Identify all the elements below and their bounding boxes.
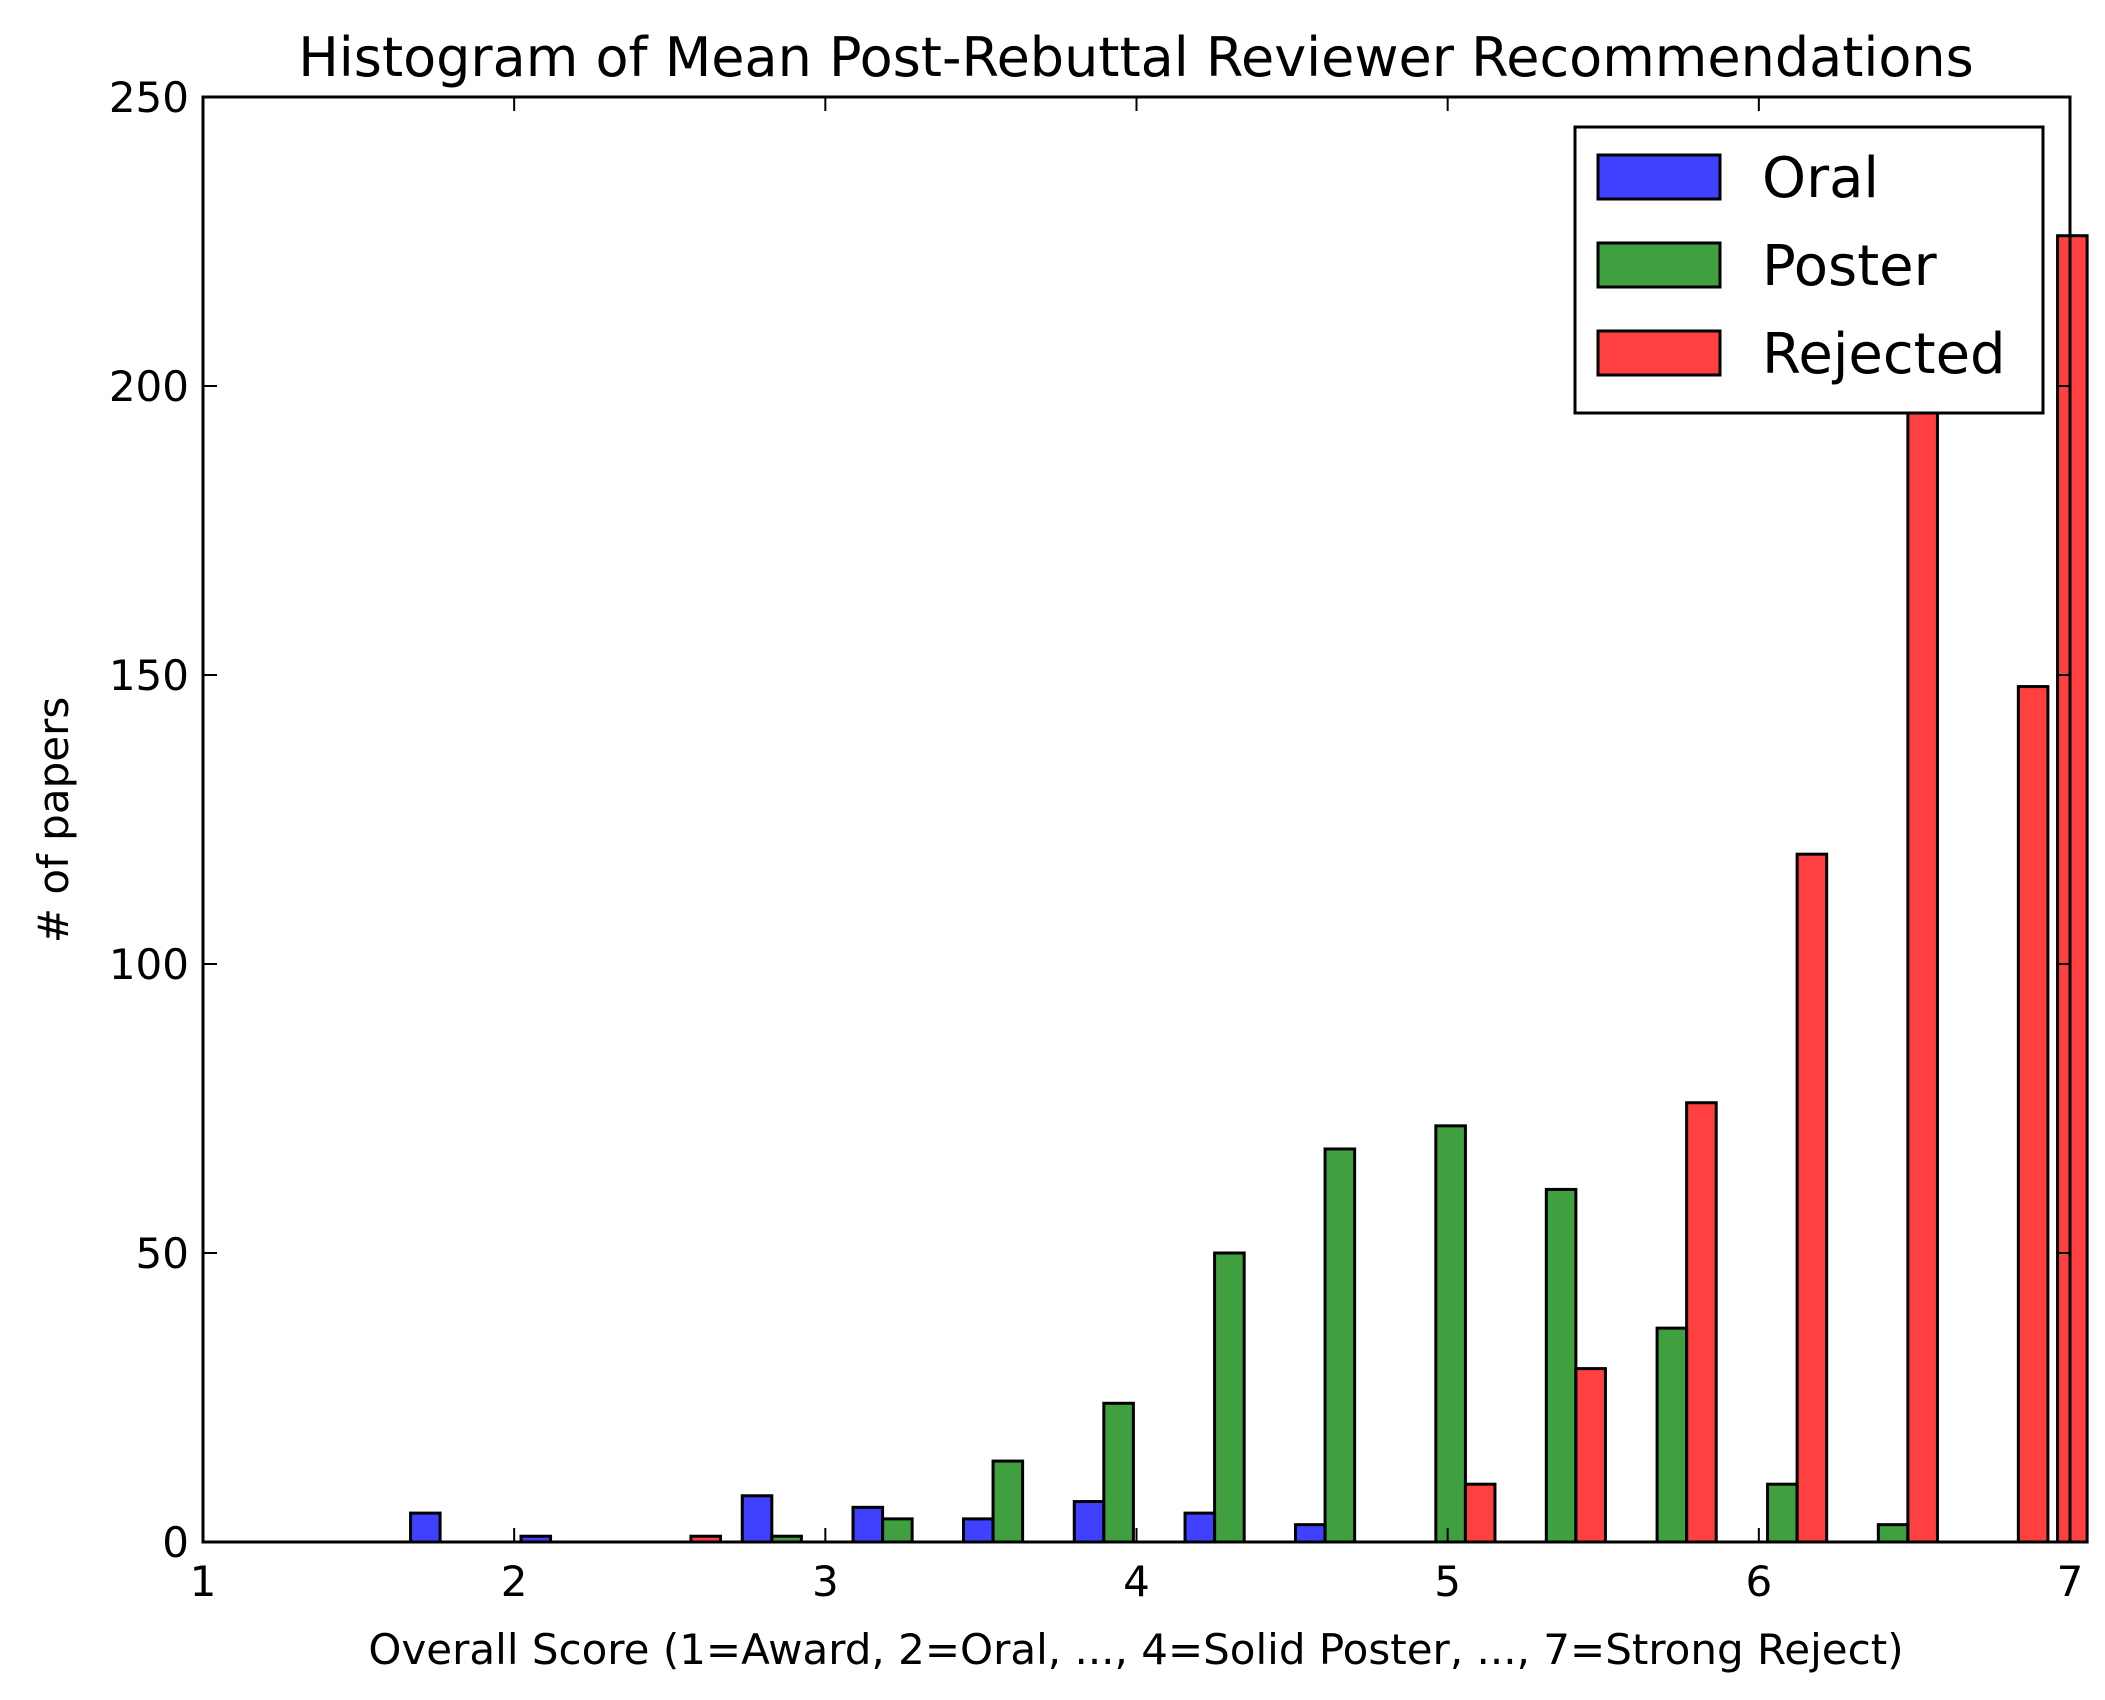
bar-oral-7	[1183, 1511, 1217, 1544]
x-tick-label: 2	[501, 1557, 528, 1606]
x-tick-label: 7	[2057, 1557, 2084, 1606]
y-tick-label: 250	[109, 73, 189, 122]
bar-poster-6	[1102, 1401, 1135, 1544]
bar-rejected-12	[1795, 852, 1829, 1544]
bar-poster-5	[991, 1459, 1025, 1544]
y-tick-label: 50	[136, 1229, 189, 1278]
x-axis-label: Overall Score (1=Award, 2=Oral, ..., 4=S…	[368, 1625, 1903, 1674]
chart-title: Histogram of Mean Post-Rebuttal Reviewer…	[298, 26, 1974, 89]
bar-rejected-14	[2016, 685, 2050, 1544]
x-tick-label: 6	[1745, 1557, 1772, 1606]
bar-poster-12	[1766, 1482, 1799, 1544]
bar-poster-10	[1544, 1187, 1578, 1544]
bar-poster-11	[1655, 1326, 1689, 1544]
bar-oral-8	[1294, 1523, 1327, 1544]
bar-rejected-13	[1906, 355, 1939, 1544]
y-axis-label: # of papers	[29, 697, 78, 943]
legend-label-poster: Poster	[1762, 234, 1938, 299]
y-tick-label: 0	[162, 1518, 189, 1567]
bar-poster-9	[1434, 1124, 1467, 1544]
bar-poster-8	[1323, 1147, 1357, 1544]
bar-poster-13	[1876, 1523, 1910, 1544]
x-tick-label: 5	[1434, 1557, 1461, 1606]
legend-swatch-oral	[1596, 153, 1722, 201]
bar-oral-3	[740, 1494, 774, 1544]
bar-rejected-9	[1463, 1482, 1497, 1544]
legend-swatch-poster	[1596, 241, 1722, 289]
x-tick-label: 1	[190, 1557, 217, 1606]
ticks-layer: 1 2 3 4 5 6 7 0 50 100 150 200 250	[109, 73, 2084, 1606]
bar-poster-4	[881, 1517, 914, 1544]
bar-rejected-11	[1685, 1101, 1718, 1544]
y-tick-label: 200	[109, 362, 189, 411]
bar-oral-4	[851, 1505, 885, 1544]
bar-rejected-extra-0	[2056, 234, 2089, 1544]
bar-rejected-10	[1574, 1367, 1607, 1544]
bar-poster-7	[1213, 1251, 1246, 1544]
bar-oral-5	[961, 1517, 995, 1544]
y-tick-label: 150	[109, 651, 189, 700]
y-tick-label: 100	[109, 940, 189, 989]
legend: Oral Poster Rejected	[1573, 125, 2045, 415]
x-tick-label: 4	[1123, 1557, 1150, 1606]
legend-swatch-rejected	[1596, 329, 1722, 377]
legend-label-oral: Oral	[1762, 146, 1879, 211]
legend-label-rejected: Rejected	[1762, 322, 2006, 387]
x-tick-label: 3	[812, 1557, 839, 1606]
bars-layer	[409, 234, 2089, 1544]
bar-oral-6	[1072, 1500, 1106, 1544]
bar-oral-0	[409, 1511, 442, 1544]
